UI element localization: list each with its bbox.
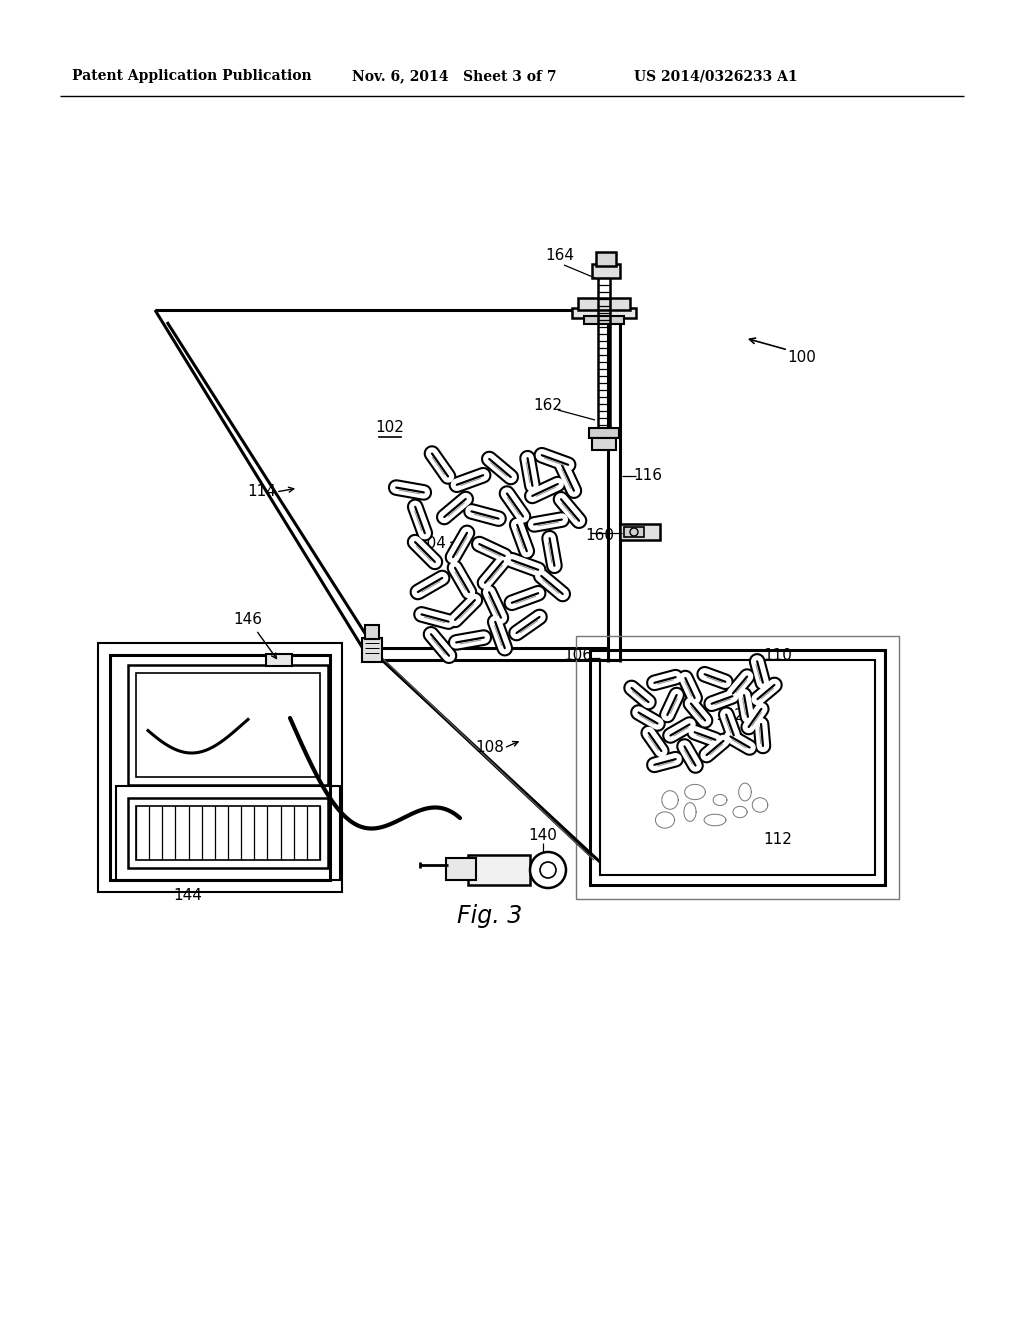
- Bar: [116, 785, 340, 880]
- Text: 104: 104: [418, 536, 446, 550]
- Bar: [589, 428, 618, 438]
- Text: 162: 162: [534, 399, 562, 413]
- Bar: [266, 653, 292, 667]
- Text: Fig. 3: Fig. 3: [458, 904, 522, 928]
- Text: 164: 164: [546, 248, 574, 264]
- Text: 100: 100: [787, 351, 816, 366]
- Text: 142: 142: [716, 708, 744, 722]
- Text: 106: 106: [563, 648, 593, 663]
- Bar: [620, 524, 660, 540]
- Bar: [128, 665, 328, 785]
- Bar: [136, 807, 319, 861]
- Bar: [600, 660, 874, 875]
- Bar: [590, 649, 885, 884]
- Bar: [446, 858, 476, 880]
- Text: 102: 102: [376, 421, 404, 436]
- Bar: [110, 655, 330, 880]
- Text: 146: 146: [233, 612, 262, 627]
- Text: 116: 116: [634, 469, 663, 483]
- Text: 140: 140: [528, 828, 557, 842]
- Text: 160: 160: [586, 528, 614, 543]
- Text: Nov. 6, 2014   Sheet 3 of 7: Nov. 6, 2014 Sheet 3 of 7: [352, 69, 556, 83]
- Text: US 2014/0326233 A1: US 2014/0326233 A1: [634, 69, 798, 83]
- Text: 114: 114: [248, 484, 276, 499]
- Text: Patent Application Publication: Patent Application Publication: [72, 69, 311, 83]
- Text: 110: 110: [764, 648, 793, 663]
- Bar: [572, 308, 636, 318]
- Bar: [98, 643, 342, 892]
- Text: 112: 112: [764, 833, 793, 847]
- Text: 108: 108: [475, 741, 505, 755]
- Bar: [136, 673, 319, 777]
- Circle shape: [530, 851, 566, 888]
- Bar: [584, 315, 624, 323]
- Bar: [596, 252, 616, 267]
- Bar: [578, 298, 630, 310]
- Bar: [624, 527, 644, 537]
- Bar: [128, 799, 328, 869]
- Bar: [592, 264, 620, 279]
- Bar: [362, 638, 382, 663]
- Bar: [575, 636, 899, 899]
- Text: 144: 144: [173, 887, 203, 903]
- Bar: [365, 624, 379, 639]
- Bar: [468, 855, 530, 884]
- Bar: [592, 438, 616, 450]
